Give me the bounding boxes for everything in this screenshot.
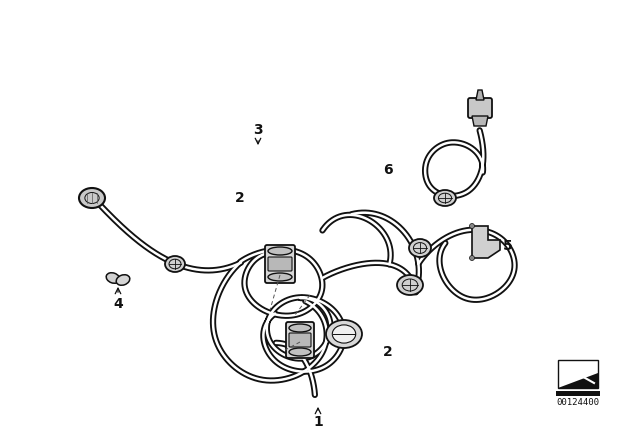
Ellipse shape — [79, 188, 105, 208]
Text: 00124400: 00124400 — [557, 397, 600, 406]
FancyBboxPatch shape — [289, 333, 311, 347]
Ellipse shape — [268, 247, 292, 255]
Polygon shape — [472, 116, 488, 126]
Text: 6: 6 — [383, 163, 393, 177]
Circle shape — [470, 255, 474, 260]
Polygon shape — [558, 373, 598, 388]
Ellipse shape — [268, 273, 292, 281]
FancyBboxPatch shape — [468, 98, 492, 118]
Ellipse shape — [409, 239, 431, 257]
Text: 2: 2 — [235, 191, 245, 205]
Ellipse shape — [397, 275, 423, 295]
FancyBboxPatch shape — [268, 257, 292, 271]
FancyBboxPatch shape — [265, 245, 295, 283]
Ellipse shape — [116, 275, 130, 285]
Bar — [558, 360, 598, 388]
Circle shape — [470, 224, 474, 228]
Text: 5: 5 — [503, 239, 513, 253]
Ellipse shape — [289, 324, 311, 332]
Ellipse shape — [326, 320, 362, 348]
Polygon shape — [472, 226, 500, 258]
Ellipse shape — [106, 273, 120, 283]
Ellipse shape — [434, 190, 456, 206]
Text: 3: 3 — [253, 123, 263, 137]
Bar — [556, 391, 600, 396]
Ellipse shape — [165, 256, 185, 272]
FancyBboxPatch shape — [286, 322, 314, 358]
Text: 2: 2 — [383, 345, 393, 359]
Polygon shape — [476, 90, 484, 100]
Text: 4: 4 — [113, 297, 123, 311]
Ellipse shape — [332, 325, 356, 343]
Ellipse shape — [289, 348, 311, 356]
Text: 1: 1 — [313, 415, 323, 429]
